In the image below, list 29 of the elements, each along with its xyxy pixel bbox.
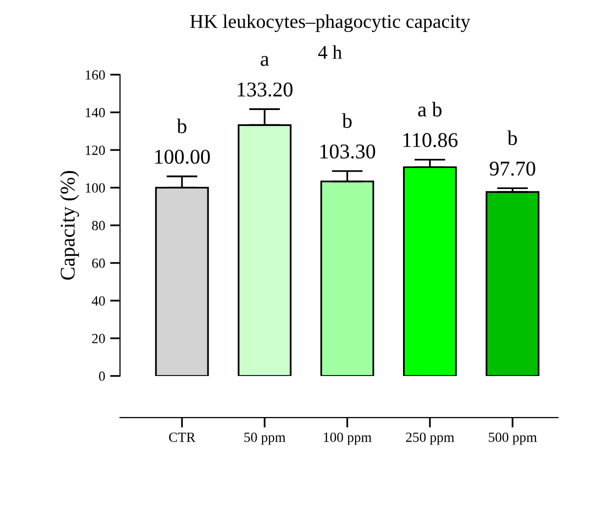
annotation: b xyxy=(176,118,186,134)
y-tick-label: 60 xyxy=(92,258,105,268)
x-tick-label: 50 ppm xyxy=(244,432,286,445)
y-tick-label: 40 xyxy=(92,296,105,306)
data-label: 103.30 xyxy=(320,144,376,159)
y-tick-label: 100 xyxy=(86,183,105,193)
x-tick-label: CTR xyxy=(169,432,196,442)
data-label: 110.86 xyxy=(403,133,458,148)
bar xyxy=(320,180,374,376)
annotation: a b xyxy=(418,102,442,117)
annotation: a xyxy=(260,56,269,66)
y-tick-label: 140 xyxy=(86,108,105,118)
y-tick-label: 20 xyxy=(92,334,105,344)
x-tick-label: 100 ppm xyxy=(324,432,372,445)
chart-subtitle: 4 h xyxy=(318,45,342,59)
chart-title: HK leukocytes–phagocytic capacity xyxy=(190,14,470,32)
annotation: b xyxy=(507,130,517,146)
y-tick-label: 120 xyxy=(86,146,105,155)
x-tick-label: 250 ppm xyxy=(406,432,454,445)
y-axis-title: Capacity (%) xyxy=(60,170,80,280)
bar xyxy=(486,191,540,376)
y-tick-label: 80 xyxy=(92,220,105,230)
x-tick-label: 500 ppm xyxy=(488,432,537,445)
data-label: 97.70 xyxy=(490,162,536,176)
data-label: 100.00 xyxy=(155,150,210,164)
y-tick-label: 0 xyxy=(99,372,105,381)
y-tick-label: 160 xyxy=(86,70,105,80)
annotation: b xyxy=(342,113,352,128)
data-label: 133.20 xyxy=(238,82,292,97)
